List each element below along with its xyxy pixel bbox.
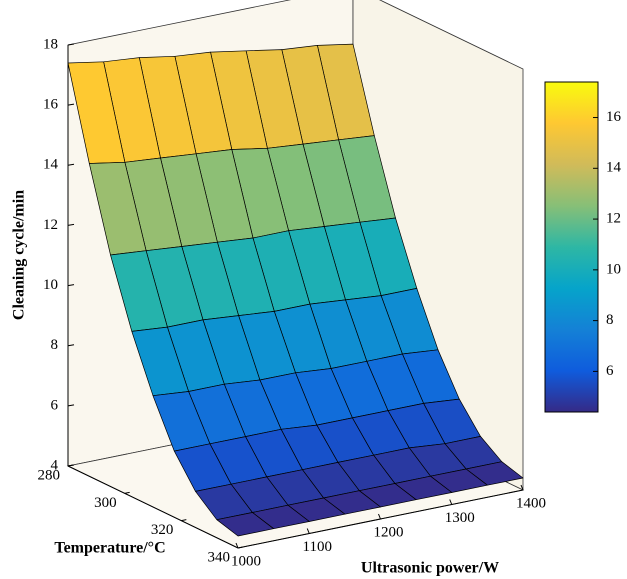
x-axis-label: Ultrasonic power/W	[361, 560, 499, 577]
axis-line	[237, 489, 524, 549]
z-tick-label: 14	[43, 157, 59, 173]
colorbar-tick-label: 16	[606, 109, 622, 125]
z-tick-label: 18	[43, 36, 58, 52]
x-tick	[520, 484, 524, 491]
y-tick	[124, 491, 130, 494]
z-tick-label: 16	[43, 97, 59, 113]
surface-face	[216, 512, 274, 537]
axis-line	[67, 465, 239, 549]
x-tick-label: 1200	[374, 524, 404, 540]
colorbar	[544, 81, 599, 413]
colorbar-tick-label: 14	[606, 160, 622, 176]
z-tick	[67, 223, 75, 226]
y-tick	[67, 464, 74, 467]
z-tick	[67, 284, 75, 287]
y-tick-label: 300	[94, 495, 117, 511]
z-tick-label: 12	[43, 217, 58, 233]
y-tick	[181, 519, 187, 522]
z-tick	[67, 404, 75, 407]
z-tick-label: 6	[51, 397, 59, 413]
z-tick	[67, 344, 75, 347]
colorbar-tick-label: 8	[606, 312, 614, 328]
x-tick-label: 1100	[303, 539, 332, 555]
x-tick-label: 1300	[445, 510, 475, 526]
colorbar-tick-label: 10	[606, 261, 621, 277]
z-tick	[67, 103, 75, 106]
x-tick	[378, 513, 381, 520]
y-tick-label: 280	[38, 467, 61, 483]
x-tick	[449, 499, 453, 505]
z-tick-label: 8	[51, 337, 59, 353]
z-tick	[67, 43, 75, 46]
z-tick-label: 10	[43, 277, 58, 293]
y-tick-label: 320	[151, 522, 174, 538]
colorbar-tick-label: 12	[606, 211, 621, 227]
x-tick	[235, 542, 239, 549]
z-axis-label: Cleaning cycle/min	[11, 190, 28, 320]
z-tick-label: 4	[51, 457, 59, 473]
y-axis-label: Temperature/°C	[54, 540, 165, 557]
x-tick	[306, 528, 310, 534]
y-tick-label: 340	[208, 549, 231, 565]
x-tick-label: 1400	[516, 495, 546, 511]
z-tick	[67, 163, 75, 166]
colorbar-tick-label: 6	[606, 363, 614, 379]
x-tick-label: 1000	[231, 553, 261, 569]
